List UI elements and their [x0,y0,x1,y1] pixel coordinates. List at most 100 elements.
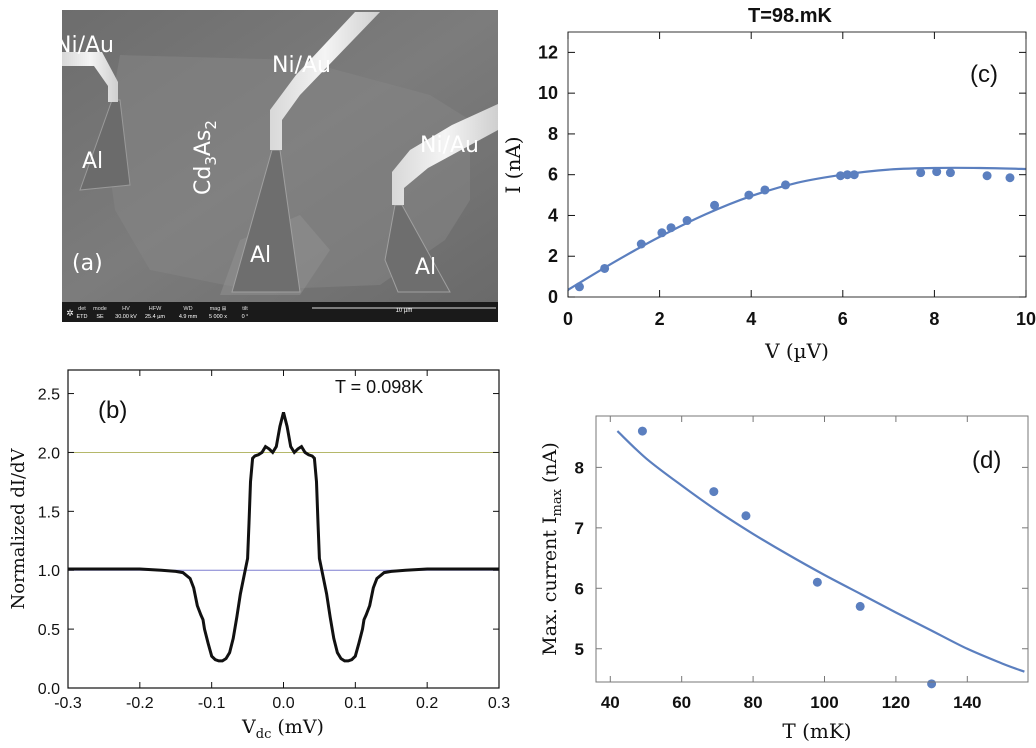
c-x-tick-label: 0 [563,309,573,329]
d-fit-line [616,430,1025,673]
d-data-point [927,679,937,689]
c-y-tick-label: 4 [548,205,558,225]
c-x-axis-label: V (µV) [764,339,829,363]
c-y-tick-label: 0 [548,287,558,307]
b-axes: -0.3 -0.2 -0.1 0.0 0.1 0.2 0.3 0.0 0.5 1.0 1.5 2.0 2… [38,370,510,712]
b-reference-lines [68,451,499,571]
c-x-tick-label: 6 [838,309,848,329]
c-data-point [916,168,926,178]
c-y-tick-label: 2 [548,246,558,266]
b-x-tick-label: 0.2 [416,695,438,712]
c-y-tick-label: 8 [548,124,558,144]
sem-info-header: HFW [149,306,162,312]
d-data-point [855,601,865,611]
d-data-point [637,426,647,436]
label-al-2: Al [250,243,271,268]
d-plot-frame [595,415,1029,683]
c-data-point [1005,173,1015,183]
c-x-tick-label: 2 [655,309,665,329]
sem-info-value: 4.9 mm [179,314,198,320]
b-x-tick-label: 0.0 [272,695,294,712]
c-y-axis-label: I (nA) [501,136,525,193]
sem-info-bar [62,302,498,322]
d-data-points [637,426,937,689]
c-title: T=98.mK [748,5,832,27]
label-niau-2: Ni/Au [272,53,331,78]
sem-info-header: det [78,306,86,312]
sem-info-value: 30.00 kV [115,314,137,320]
c-data-point [932,167,942,177]
c-data-point [744,190,754,200]
sem-info-value: ETD [77,314,88,320]
label-niau-3: Ni/Au [420,133,479,158]
d-x-axis-label: T (mK) [782,719,851,743]
c-axes: 0 2 4 6 8 10 0 2 4 6 8 10 12 [538,32,1036,329]
d-x-tick-label: 40 [601,693,620,712]
d-y-tick-label: 6 [575,579,584,598]
b-annotation: T = 0.098K [335,377,423,397]
c-data-point [842,170,852,180]
d-y-axis-label: Max. current Imax (nA) [539,442,565,656]
niau-lead-1 [62,52,118,102]
panel-b-chart: -0.3 -0.2 -0.1 0.0 0.1 0.2 0.3 0.0 0.5 1.0 1.5 2.0 2… [8,369,510,742]
d-x-tick-label: 140 [953,693,981,712]
c-x-tick-label: 4 [746,309,756,329]
sem-image-panel: det ETD mode SE HV 30.00 kV HFW 25.4 µm WD 4.9 mm… [55,10,498,322]
b-y-tick-label: 0.0 [38,681,60,698]
d-data-point [812,577,822,587]
sem-info-value: 0 ° [242,314,249,320]
c-data-point [574,282,584,292]
c-y-tick-label: 10 [538,83,558,103]
panel-a-label: (a) [72,251,103,276]
label-niau-1: Ni/Au [55,33,114,58]
c-x-tick-label: 10 [1016,309,1036,329]
sem-info-fields: det ETD mode SE HV 30.00 kV HFW 25.4 µm WD 4.9 mm… [66,306,248,320]
c-fit-line [568,166,1026,291]
b-panel-label: (b) [98,397,127,424]
d-panel-label: (d) [972,447,1001,474]
flake-region [105,55,470,290]
c-data-point [760,185,770,195]
b-y-tick-label: 2.0 [38,445,60,462]
d-x-tick-label: 80 [744,693,763,712]
c-data-point [636,239,646,249]
scale-bar-label: 10 µm [396,308,413,314]
sem-info-value: 5 000 x [209,314,227,320]
label-al-3: Al [415,255,436,280]
sem-info-header: WD [183,306,192,312]
d-x-tick-label: 60 [672,693,691,712]
c-y-tick-label: 6 [548,165,558,185]
label-al-1: Al [82,149,103,174]
c-data-point [682,216,692,226]
sem-info-header: HV [122,306,130,312]
panel-c-chart: 0 2 4 6 8 10 0 2 4 6 8 10 12 T=98.mK (c) V (µV) I (n… [501,5,1036,363]
sem-logo-icon: ✲ [66,308,74,318]
d-x-tick-label: 120 [882,693,910,712]
b-x-tick-label: 0.3 [488,695,510,712]
b-x-tick-label: -0.2 [126,695,154,712]
c-x-tick-label: 8 [929,309,939,329]
c-data-point [945,168,955,178]
d-y-tick-label: 5 [575,640,584,659]
d-x-tick-label: 100 [810,693,838,712]
c-data-point [849,170,859,180]
b-y-tick-label: 1.0 [38,563,60,580]
panel-d-chart: 40 60 80 100 120 140 5 6 7 8 (d) T (mK) Max. curr… [539,415,1029,743]
b-y-tick-label: 1.5 [38,504,60,521]
b-x-tick-label: -0.1 [198,695,226,712]
b-x-tick-label: -0.3 [54,695,82,712]
sem-info-header: mode [93,306,107,312]
c-panel-label: (c) [970,61,998,88]
sem-info-header: mag ⊞ [210,306,227,312]
c-data-point [657,228,667,238]
d-data-point [741,511,751,521]
niau-lead-2 [270,12,380,150]
b-y-tick-label: 0.5 [38,622,60,639]
c-data-point [710,200,720,210]
c-data-points [574,167,1015,292]
c-data-point [666,223,676,233]
c-y-tick-label: 12 [538,42,558,62]
c-data-point [982,171,992,181]
sem-info-header: tilt [242,306,248,312]
